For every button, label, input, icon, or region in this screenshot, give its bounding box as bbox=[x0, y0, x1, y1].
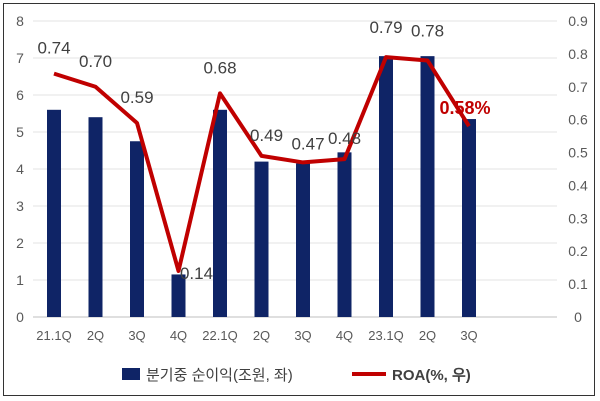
x-tick-label: 2Q bbox=[87, 328, 104, 343]
x-tick-label: 2Q bbox=[419, 328, 436, 343]
legend-line-label: ROA(%, 우) bbox=[392, 367, 471, 384]
x-tick-label: 3Q bbox=[294, 328, 311, 343]
legend-bar-swatch bbox=[122, 368, 140, 380]
right-tick-label: 0.4 bbox=[568, 177, 588, 193]
left-tick-label: 5 bbox=[16, 124, 24, 140]
data-label: 0.49 bbox=[250, 126, 283, 145]
x-tick-label: 4Q bbox=[170, 328, 187, 343]
x-tick-label: 21.1Q bbox=[36, 328, 71, 343]
left-tick-label: 6 bbox=[16, 87, 24, 103]
data-label: 0.48 bbox=[328, 129, 361, 148]
data-label: 0.47 bbox=[291, 134, 324, 153]
x-tick-label: 2Q bbox=[253, 328, 270, 343]
bar bbox=[420, 56, 435, 318]
data-label: 0.79 bbox=[369, 18, 402, 37]
bar bbox=[130, 141, 144, 317]
data-label: 0.70 bbox=[79, 52, 112, 71]
data-label: 0.74 bbox=[37, 39, 70, 58]
bar bbox=[296, 163, 310, 317]
right-tick-label: 0.9 bbox=[568, 13, 588, 29]
legend-bar-label: 분기중 순이익(조원, 좌) bbox=[146, 367, 293, 384]
x-tick-label: 3Q bbox=[460, 328, 477, 343]
bar bbox=[47, 109, 61, 317]
x-tick-label: 4Q bbox=[336, 328, 353, 343]
chart-frame bbox=[3, 3, 595, 396]
right-tick-label: 0.8 bbox=[568, 46, 588, 62]
x-tick-label: 23.1Q bbox=[368, 328, 403, 343]
right-tick-label: 0.7 bbox=[568, 79, 588, 95]
left-tick-label: 1 bbox=[16, 272, 24, 288]
left-tick-label: 3 bbox=[16, 198, 24, 214]
right-tick-label: 0.6 bbox=[568, 112, 588, 128]
roa-line bbox=[53, 55, 471, 273]
bar bbox=[171, 274, 186, 317]
data-label: 0.68 bbox=[203, 58, 236, 77]
bar bbox=[379, 56, 393, 318]
x-tick-label: 3Q bbox=[128, 328, 145, 343]
right-tick-label: 0.5 bbox=[568, 145, 588, 161]
right-tick-label: 0 bbox=[574, 309, 582, 325]
left-tick-label: 0 bbox=[16, 309, 24, 325]
data-label: 0.14 bbox=[180, 264, 213, 283]
bar bbox=[213, 109, 227, 317]
data-label: 0.58% bbox=[439, 98, 490, 118]
left-tick-label: 2 bbox=[16, 235, 24, 251]
bar bbox=[337, 152, 352, 317]
data-label: 0.78 bbox=[411, 21, 444, 40]
x-tick-label: 22.1Q bbox=[202, 328, 237, 343]
bar bbox=[462, 119, 476, 317]
data-label: 0.59 bbox=[120, 88, 153, 107]
right-tick-label: 0.1 bbox=[568, 276, 588, 292]
left-tick-label: 4 bbox=[16, 161, 24, 177]
left-tick-label: 8 bbox=[16, 13, 24, 29]
bar bbox=[88, 117, 103, 317]
left-tick-label: 7 bbox=[16, 50, 24, 66]
right-tick-label: 0.2 bbox=[568, 243, 588, 259]
bar bbox=[254, 161, 269, 317]
right-tick-label: 0.3 bbox=[568, 210, 588, 226]
